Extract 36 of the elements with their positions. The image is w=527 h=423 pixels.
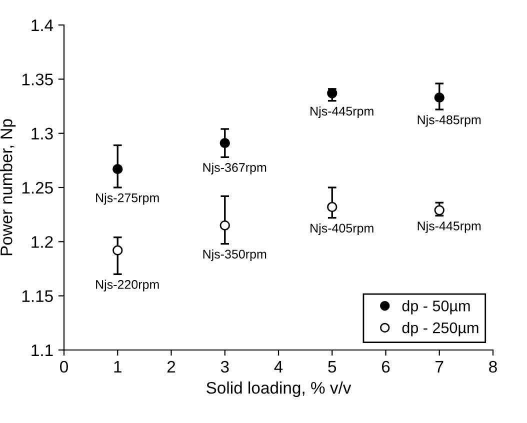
y-axis-title: Power number, Np	[0, 119, 16, 256]
annotation: Njs-367rpm	[203, 162, 266, 174]
x-tick-label: 4	[274, 361, 283, 372]
x-tick-label: 8	[489, 360, 497, 373]
annotation: Njs-405rpm	[310, 223, 374, 236]
point	[220, 220, 230, 231]
annotation: Njs-485rpm	[418, 115, 481, 127]
point	[434, 205, 444, 216]
point	[434, 92, 444, 103]
x-tick-label: 1	[114, 361, 122, 372]
y-tick-label: 1.1	[32, 344, 53, 356]
x-tick-label: 3	[220, 360, 229, 373]
annotation: Njs-220rpm	[96, 280, 159, 292]
legend-label: dp - 50µm	[402, 300, 470, 314]
x-tick-label: 0	[60, 360, 68, 373]
y-tick-label: 1.15	[22, 290, 53, 302]
point	[327, 88, 338, 98]
legend-label: dp - 250µm	[402, 322, 478, 336]
y-tick-label: 1.2	[32, 236, 53, 248]
point	[327, 202, 338, 212]
point	[220, 138, 230, 148]
y-tick-label: 1.3	[32, 128, 53, 140]
annotation: Njs-350rpm	[203, 249, 266, 262]
point	[112, 245, 123, 256]
x-axis-title: Solid loading, % v/v	[206, 382, 352, 398]
point	[112, 164, 123, 174]
annotation: Njs-445rpm	[418, 221, 481, 233]
x-tick-label: 6	[382, 360, 390, 373]
x-tick-label: 7	[436, 361, 444, 372]
y-tick-label: 1.35	[22, 74, 53, 86]
annotation: Njs-445rpm	[310, 106, 374, 118]
x-tick-label: 5	[328, 361, 336, 373]
y-tick-label: 1.4	[32, 20, 54, 32]
x-tick-label: 2	[167, 360, 176, 372]
annotation: Njs-275rpm	[96, 193, 159, 205]
y-tick-label: 1.25	[22, 182, 53, 194]
